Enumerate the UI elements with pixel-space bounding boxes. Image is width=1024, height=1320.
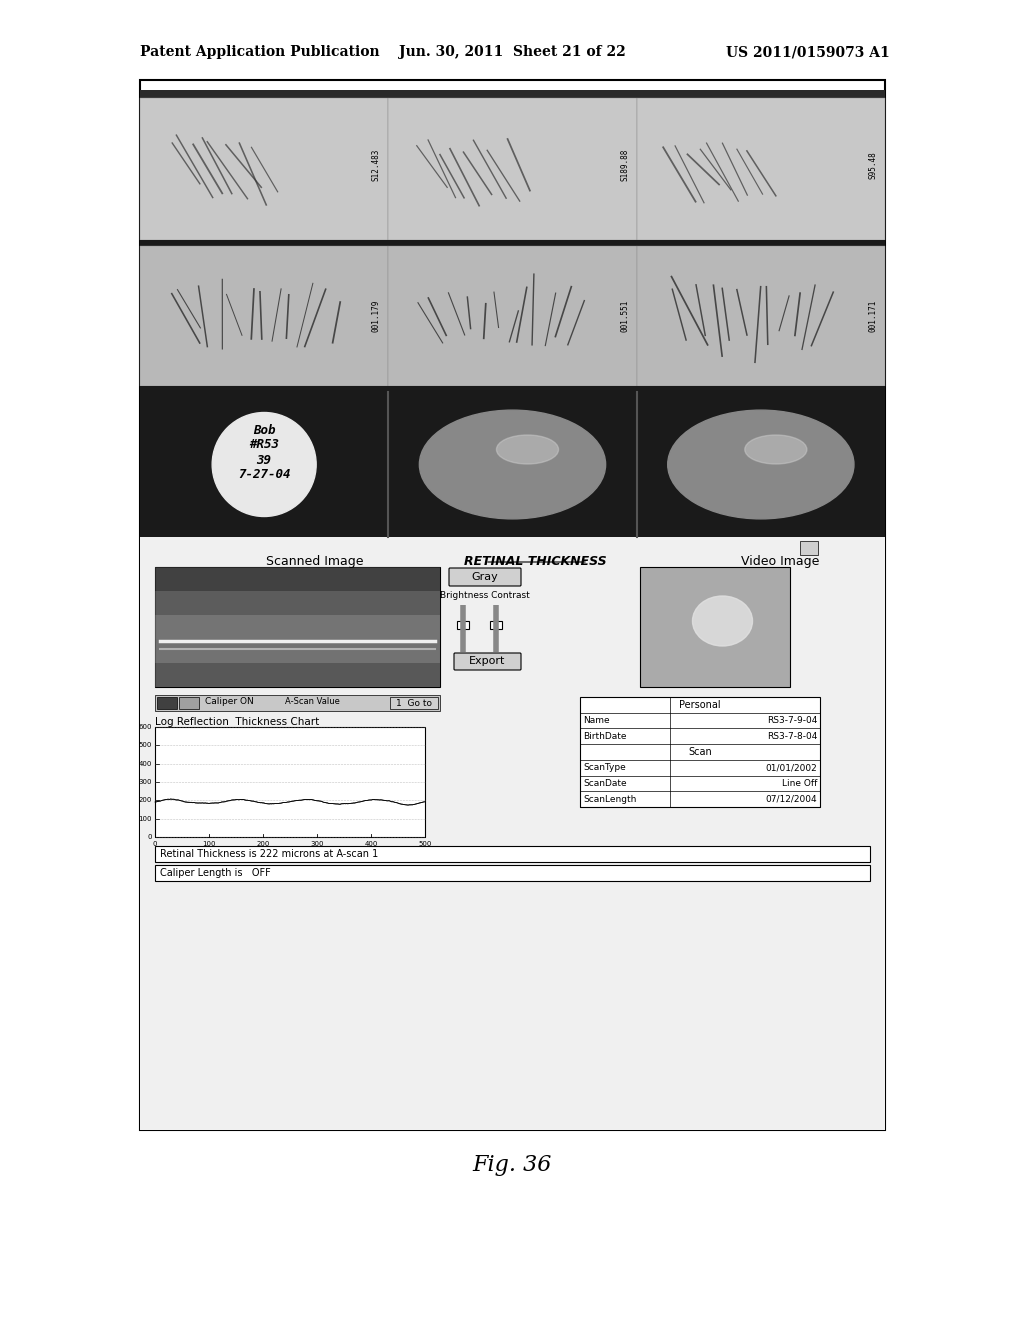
Bar bbox=[155, 663, 440, 686]
Bar bbox=[140, 385, 885, 392]
Bar bbox=[490, 620, 502, 630]
Text: Patent Application Publication: Patent Application Publication bbox=[140, 45, 380, 59]
Text: Export: Export bbox=[469, 656, 505, 667]
Ellipse shape bbox=[668, 411, 854, 519]
Ellipse shape bbox=[420, 411, 605, 519]
Bar bbox=[155, 568, 440, 591]
Text: Brightness Contrast: Brightness Contrast bbox=[440, 590, 529, 599]
Text: 1  Go to: 1 Go to bbox=[396, 698, 432, 708]
Bar bbox=[155, 865, 870, 880]
Bar bbox=[140, 240, 885, 246]
Text: 400: 400 bbox=[138, 760, 152, 767]
Bar bbox=[390, 697, 438, 709]
Text: Video Image: Video Image bbox=[740, 554, 819, 568]
Text: 100: 100 bbox=[138, 816, 152, 821]
Text: 200: 200 bbox=[256, 841, 269, 847]
Text: 001.179: 001.179 bbox=[372, 300, 381, 333]
Text: S12.483: S12.483 bbox=[372, 149, 381, 181]
Bar bbox=[140, 81, 885, 1130]
Bar bbox=[155, 727, 425, 837]
Text: 500: 500 bbox=[138, 742, 152, 748]
Text: 600: 600 bbox=[138, 723, 152, 730]
Bar bbox=[640, 568, 790, 686]
Text: Caliper Length is   OFF: Caliper Length is OFF bbox=[160, 869, 270, 878]
Text: 0: 0 bbox=[153, 841, 158, 847]
Text: 300: 300 bbox=[138, 779, 152, 785]
Circle shape bbox=[212, 412, 316, 516]
Text: Fig. 36: Fig. 36 bbox=[472, 1154, 552, 1176]
Text: ScanDate: ScanDate bbox=[583, 779, 627, 788]
Text: 300: 300 bbox=[310, 841, 324, 847]
Bar bbox=[388, 98, 637, 240]
FancyBboxPatch shape bbox=[454, 653, 521, 671]
Text: 200: 200 bbox=[138, 797, 152, 804]
Text: RS3-7-8-04: RS3-7-8-04 bbox=[767, 731, 817, 741]
Text: BirthDate: BirthDate bbox=[583, 731, 627, 741]
Text: Name: Name bbox=[583, 715, 609, 725]
Text: 07/12/2004: 07/12/2004 bbox=[765, 795, 817, 804]
Text: Log Reflection  Thickness Chart: Log Reflection Thickness Chart bbox=[155, 717, 319, 727]
Text: 0: 0 bbox=[147, 834, 152, 840]
Text: Scan: Scan bbox=[688, 747, 712, 756]
Text: US 2011/0159073 A1: US 2011/0159073 A1 bbox=[726, 45, 890, 59]
Ellipse shape bbox=[497, 436, 558, 465]
Text: Bob
#R53
39
7-27-04: Bob #R53 39 7-27-04 bbox=[238, 424, 291, 482]
Bar bbox=[140, 90, 885, 98]
Bar bbox=[637, 98, 885, 240]
Ellipse shape bbox=[692, 597, 753, 645]
Text: S189.88: S189.88 bbox=[621, 149, 629, 181]
Text: Personal: Personal bbox=[679, 700, 721, 710]
Bar bbox=[157, 697, 177, 709]
Bar bbox=[155, 615, 440, 639]
Bar bbox=[140, 246, 388, 385]
Text: 001.551: 001.551 bbox=[621, 300, 629, 333]
Ellipse shape bbox=[744, 436, 807, 465]
Bar bbox=[637, 246, 885, 385]
Text: 01/01/2002: 01/01/2002 bbox=[765, 763, 817, 772]
Bar bbox=[580, 697, 820, 807]
Bar bbox=[140, 537, 885, 1130]
Text: RS3-7-9-04: RS3-7-9-04 bbox=[767, 715, 817, 725]
Bar bbox=[155, 696, 440, 711]
Text: Gray: Gray bbox=[472, 572, 499, 582]
Bar bbox=[800, 541, 818, 554]
Text: Scanned Image: Scanned Image bbox=[266, 554, 364, 568]
FancyBboxPatch shape bbox=[449, 568, 521, 586]
Text: 400: 400 bbox=[365, 841, 378, 847]
Text: RETINAL THICKNESS: RETINAL THICKNESS bbox=[464, 554, 606, 568]
Bar bbox=[457, 620, 469, 630]
Text: Line Off: Line Off bbox=[781, 779, 817, 788]
Text: A-Scan Value: A-Scan Value bbox=[285, 697, 340, 705]
Text: ScanType: ScanType bbox=[583, 763, 626, 772]
Bar bbox=[155, 639, 440, 663]
Text: 500: 500 bbox=[419, 841, 432, 847]
Bar bbox=[179, 697, 199, 709]
Text: S95.48: S95.48 bbox=[868, 150, 878, 180]
Bar bbox=[155, 568, 440, 686]
Text: ScanLength: ScanLength bbox=[583, 795, 636, 804]
Bar bbox=[155, 591, 440, 615]
Bar bbox=[155, 846, 870, 862]
Text: Jun. 30, 2011  Sheet 21 of 22: Jun. 30, 2011 Sheet 21 of 22 bbox=[398, 45, 626, 59]
Bar bbox=[140, 392, 885, 537]
Bar bbox=[388, 246, 637, 385]
Text: Caliper ON: Caliper ON bbox=[205, 697, 254, 705]
Bar bbox=[140, 90, 885, 240]
Text: 100: 100 bbox=[203, 841, 216, 847]
Text: Retinal Thickness is 222 microns at A-scan 1: Retinal Thickness is 222 microns at A-sc… bbox=[160, 849, 378, 859]
Bar bbox=[140, 98, 388, 240]
Text: 001.171: 001.171 bbox=[868, 300, 878, 333]
